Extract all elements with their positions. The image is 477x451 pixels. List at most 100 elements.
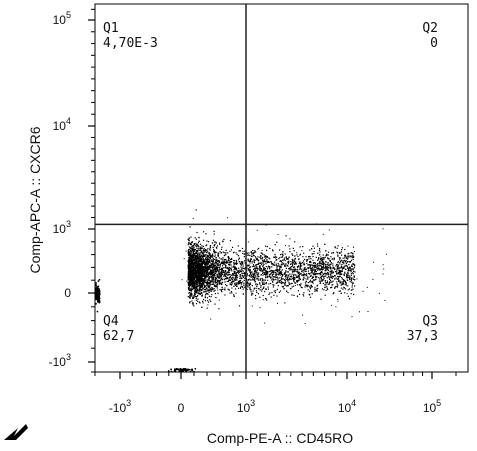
event-dot: [191, 249, 193, 251]
event-dot: [330, 267, 332, 269]
event-dot: [95, 291, 97, 293]
event-dot: [296, 280, 298, 282]
quadrant-gate[interactable]: [95, 4, 468, 372]
event-dot: [346, 265, 348, 267]
event-dot: [296, 280, 298, 282]
event-dot: [239, 280, 241, 283]
event-dot: [241, 268, 243, 270]
event-dot: [200, 282, 202, 284]
event-dot: [277, 270, 279, 272]
event-dot: [230, 264, 232, 266]
event-dot: [302, 278, 304, 281]
event-dot: [190, 294, 192, 296]
event-dot: [341, 269, 344, 271]
event-dot: [239, 262, 241, 265]
event-dot: [331, 270, 333, 273]
event-dot: [191, 282, 193, 284]
event-dot: [211, 254, 213, 256]
event-dot: [276, 268, 278, 270]
event-dot: [329, 265, 331, 267]
event-dot: [327, 274, 329, 276]
event-dot: [190, 262, 192, 264]
event-dot: [208, 278, 210, 280]
quadrant-value: 62,7: [103, 329, 134, 344]
event-dot: [320, 258, 322, 260]
event-dot: [214, 272, 216, 274]
event-dot: [352, 288, 354, 290]
event-dot: [350, 293, 352, 295]
event-dot: [227, 274, 229, 276]
event-dot: [301, 287, 303, 289]
event-dot: [313, 262, 315, 264]
event-dot: [265, 273, 267, 275]
event-dot: [98, 289, 100, 292]
event-dot: [281, 275, 283, 277]
event-dot: [234, 276, 236, 278]
event-dot: [343, 267, 345, 269]
event-dot: [203, 287, 205, 289]
event-dot: [323, 265, 325, 267]
event-dot: [262, 264, 264, 267]
event-dot: [247, 258, 249, 260]
event-dot: [195, 275, 197, 277]
event-dot: [273, 279, 275, 281]
event-dot: [210, 290, 212, 292]
event-dot: [207, 290, 209, 292]
event-dot: [235, 282, 237, 284]
event-dot: [230, 274, 232, 276]
event-dot: [209, 249, 211, 251]
event-dot: [342, 281, 344, 283]
event-dot: [213, 266, 215, 268]
event-dot: [188, 274, 190, 276]
event-dot: [281, 278, 283, 280]
event-dot: [337, 255, 339, 257]
event-dot: [192, 265, 194, 268]
event-dot: [201, 247, 204, 249]
event-dot: [248, 283, 250, 285]
event-dot: [325, 255, 327, 257]
event-dot: [197, 300, 199, 302]
event-dot: [232, 252, 235, 254]
event-dot: [223, 261, 225, 263]
event-dot: [246, 252, 248, 254]
event-dot: [277, 262, 279, 265]
event-dot: [199, 260, 201, 262]
event-dot: [198, 256, 200, 258]
event-dot: [354, 271, 356, 273]
event-dot: [210, 265, 212, 267]
event-dot: [200, 279, 202, 281]
event-dot: [197, 294, 199, 297]
event-dot: [221, 288, 223, 290]
event-dot: [219, 251, 221, 253]
event-dot: [250, 255, 253, 257]
event-dot: [321, 272, 323, 274]
event-dot: [383, 268, 385, 270]
event-dot: [274, 253, 276, 255]
event-dot: [200, 276, 202, 278]
event-dot: [304, 271, 306, 273]
event-dot: [189, 283, 191, 285]
event-dot: [207, 251, 209, 253]
event-dot: [251, 260, 253, 262]
event-dot: [283, 273, 286, 275]
event-dot: [251, 292, 253, 294]
event-dot: [323, 257, 325, 259]
event-dot: [247, 280, 249, 282]
event-dot: [319, 282, 321, 284]
event-dot: [192, 287, 194, 290]
event-dot: [214, 265, 217, 267]
event-dot: [214, 285, 216, 287]
event-dot: [190, 248, 192, 250]
event-dot: [219, 276, 222, 278]
event-dot: [325, 250, 327, 252]
event-dot: [200, 288, 202, 290]
event-dot: [344, 281, 347, 283]
event-dot: [191, 285, 193, 287]
event-dot: [344, 272, 346, 274]
event-dot: [206, 279, 208, 281]
event-dot: [199, 275, 201, 277]
event-dot: [351, 286, 353, 288]
event-dot: [322, 233, 324, 235]
event-dot: [192, 281, 194, 283]
event-dot: [280, 273, 282, 275]
